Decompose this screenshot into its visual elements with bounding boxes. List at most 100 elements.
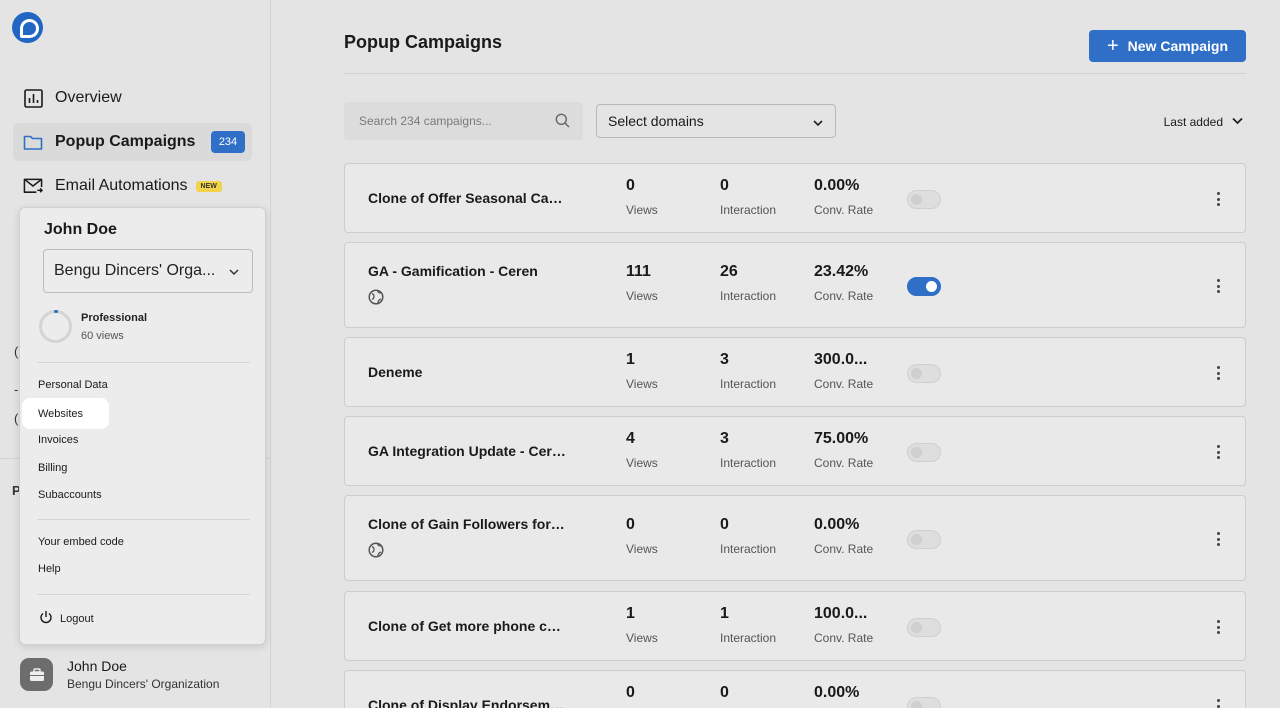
sidebar-hidden-item: - xyxy=(14,382,19,397)
campaign-active-toggle[interactable] xyxy=(907,277,941,296)
campaign-active-toggle[interactable] xyxy=(907,697,941,708)
more-options-icon[interactable] xyxy=(1213,279,1223,293)
views-label: Views xyxy=(626,631,658,645)
menu-item-help[interactable]: Help xyxy=(38,563,61,575)
chevron-down-icon xyxy=(228,265,240,283)
organization-select[interactable]: Bengu Dincers' Orga... xyxy=(43,249,253,293)
campaign-card[interactable]: Clone of Get more phone calls 1 Views 1 … xyxy=(344,591,1246,661)
search-icon[interactable] xyxy=(555,113,570,133)
conversion-rate-label: Conv. Rate xyxy=(814,377,874,391)
new-campaign-label: New Campaign xyxy=(1127,38,1229,54)
sidebar-hidden-item: ( xyxy=(14,411,19,426)
campaign-card[interactable]: Clone of Display Endorsement... 0 Views … xyxy=(344,670,1246,708)
campaign-count-badge: 234 xyxy=(211,131,245,153)
conversion-rate-metric: 100.0... Conv. Rate xyxy=(814,605,873,645)
domains-select-value: Select domains xyxy=(608,113,704,129)
campaign-card[interactable]: Clone of Gain Followers for Li... 0 View… xyxy=(344,495,1246,581)
more-options-icon[interactable] xyxy=(1213,192,1223,206)
menu-item-embed-code[interactable]: Your embed code xyxy=(38,536,124,548)
user-account-button[interactable]: John Doe Bengu Dincers' Organization xyxy=(20,658,219,691)
campaign-active-toggle[interactable] xyxy=(907,364,941,383)
menu-item-invoices[interactable]: Invoices xyxy=(38,434,79,446)
campaign-active-toggle[interactable] xyxy=(907,443,941,462)
views-label: Views xyxy=(626,203,658,217)
plan-views: 60 views xyxy=(81,330,124,342)
campaign-card[interactable]: GA - Gamification - Ceren 111 Views 26 I… xyxy=(344,242,1246,328)
sidebar-item-popup-campaigns[interactable]: Popup Campaigns 234 xyxy=(13,123,252,161)
plan-name: Professional xyxy=(81,312,148,324)
campaign-name[interactable]: GA - Gamification - Ceren xyxy=(368,263,538,279)
interaction-value: 0 xyxy=(720,684,729,701)
views-metric: 0 Views xyxy=(626,516,658,556)
views-value: 1 xyxy=(626,351,635,368)
views-value: 0 xyxy=(626,516,635,533)
logout-button[interactable]: Logout xyxy=(39,610,94,627)
campaign-name[interactable]: Clone of Get more phone calls xyxy=(368,618,568,634)
campaign-name[interactable]: Deneme xyxy=(368,364,423,380)
campaign-active-toggle[interactable] xyxy=(907,618,941,637)
more-options-icon[interactable] xyxy=(1213,699,1223,708)
sidebar-item-label: Overview xyxy=(55,89,122,106)
menu-item-websites[interactable]: Websites xyxy=(22,398,109,429)
interaction-value: 3 xyxy=(720,430,729,447)
conversion-rate-label: Conv. Rate xyxy=(814,456,874,470)
views-metric: 111 Views xyxy=(626,263,658,303)
interaction-metric: 3 Interaction xyxy=(720,430,776,470)
search-input[interactable] xyxy=(359,114,549,128)
conversion-rate-label: Conv. Rate xyxy=(814,542,874,556)
new-campaign-button[interactable]: + New Campaign xyxy=(1089,30,1246,62)
campaign-card[interactable]: Clone of Offer Seasonal Camp... 0 Views … xyxy=(344,163,1246,233)
sidebar-item-email-automations[interactable]: Email Automations NEW xyxy=(13,167,252,205)
interaction-label: Interaction xyxy=(720,456,777,470)
menu-item-billing[interactable]: Billing xyxy=(38,462,68,474)
chevron-down-icon xyxy=(1223,114,1244,130)
more-options-icon[interactable] xyxy=(1213,366,1223,380)
footer-user-name: John Doe xyxy=(67,658,127,674)
views-metric: 1 Views xyxy=(626,605,658,645)
campaign-search xyxy=(344,102,583,140)
campaign-active-toggle[interactable] xyxy=(907,530,941,549)
chevron-down-icon xyxy=(812,116,824,132)
conversion-rate-metric: 300.0... Conv. Rate xyxy=(814,351,873,391)
conversion-rate-metric: 75.00% Conv. Rate xyxy=(814,430,873,470)
conversion-rate-value: 75.00% xyxy=(814,430,869,447)
views-metric: 1 Views xyxy=(626,351,658,391)
sidebar-item-overview[interactable]: Overview xyxy=(13,79,252,117)
conversion-rate-label: Conv. Rate xyxy=(814,203,874,217)
sort-select[interactable]: Last added xyxy=(1164,114,1244,130)
conversion-rate-value: 100.0... xyxy=(814,605,868,622)
views-metric: 0 Views xyxy=(626,177,658,217)
usage-progress-ring xyxy=(39,310,72,343)
conversion-rate-metric: 23.42% Conv. Rate xyxy=(814,263,873,303)
sidebar-hidden-item: ( xyxy=(14,344,19,359)
campaign-active-toggle[interactable] xyxy=(907,190,941,209)
domains-select[interactable]: Select domains xyxy=(596,104,836,138)
page-title: Popup Campaigns xyxy=(344,32,503,52)
conversion-rate-metric: 0.00% Conv. Rate xyxy=(814,177,873,217)
more-options-icon[interactable] xyxy=(1213,532,1223,546)
campaign-name[interactable]: GA Integration Update - Ceren xyxy=(368,443,568,459)
more-options-icon[interactable] xyxy=(1213,445,1223,459)
interaction-value: 0 xyxy=(720,516,729,533)
conversion-rate-label: Conv. Rate xyxy=(814,631,874,645)
conversion-rate-label: Conv. Rate xyxy=(814,289,874,303)
app-logo[interactable] xyxy=(12,12,43,43)
conversion-rate-value: 0.00% xyxy=(814,684,860,701)
menu-item-personal-data[interactable]: Personal Data xyxy=(38,379,108,391)
campaign-name[interactable]: Clone of Display Endorsement... xyxy=(368,697,568,708)
more-options-icon[interactable] xyxy=(1213,620,1223,634)
mail-icon xyxy=(23,176,43,196)
interaction-metric: 0 Interaction xyxy=(720,516,776,556)
views-value: 0 xyxy=(626,684,635,701)
interaction-metric: 0 Interaction xyxy=(720,177,776,217)
campaign-name[interactable]: Clone of Gain Followers for Li... xyxy=(368,516,568,532)
header-divider xyxy=(344,73,1246,74)
user-menu: John Doe Bengu Dincers' Orga... Professi… xyxy=(19,207,266,645)
interaction-label: Interaction xyxy=(720,203,777,217)
campaign-card[interactable]: GA Integration Update - Ceren 4 Views 3 … xyxy=(344,416,1246,486)
sidebar-item-label: Popup Campaigns xyxy=(55,133,196,150)
campaign-name[interactable]: Clone of Offer Seasonal Camp... xyxy=(368,190,568,206)
menu-item-subaccounts[interactable]: Subaccounts xyxy=(38,489,102,501)
campaign-card[interactable]: Deneme 1 Views 3 Interaction 300.0... Co… xyxy=(344,337,1246,407)
chart-icon xyxy=(23,88,43,108)
